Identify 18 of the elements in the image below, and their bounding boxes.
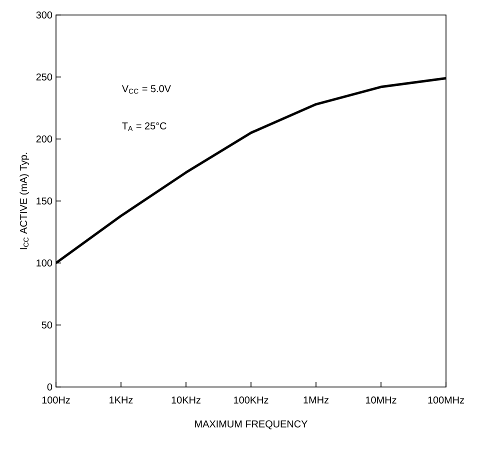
y-axis-title: I$_{CC}$ ACTIVE (mA) Typ. xyxy=(20,152,30,250)
y-tick-label: 50 xyxy=(42,321,52,329)
annotation: T$_{A}$ = 25°C xyxy=(122,122,166,131)
x-tick-label: 100MHz xyxy=(428,396,464,404)
x-tick-label: 10KHz xyxy=(172,396,200,404)
y-tick-label: 150 xyxy=(36,197,52,205)
x-tick-label: 1KHz xyxy=(110,396,133,404)
y-tick-label: 0 xyxy=(47,383,52,391)
x-tick-label: 1MHz xyxy=(304,396,329,404)
x-tick-label: 100KHz xyxy=(234,396,268,404)
y-tick-label: 250 xyxy=(36,73,52,81)
y-tick-label: 300 xyxy=(36,11,52,19)
x-axis-title: MAXIMUM FREQUENCY xyxy=(195,420,308,430)
y-tick-label: 100 xyxy=(36,259,52,267)
annotation: V$_{CC}$ = 5.0V xyxy=(122,85,171,94)
x-tick-label: 100Hz xyxy=(42,396,70,404)
y-tick-label: 200 xyxy=(36,135,52,143)
x-tick-label: 10MHz xyxy=(366,396,396,404)
